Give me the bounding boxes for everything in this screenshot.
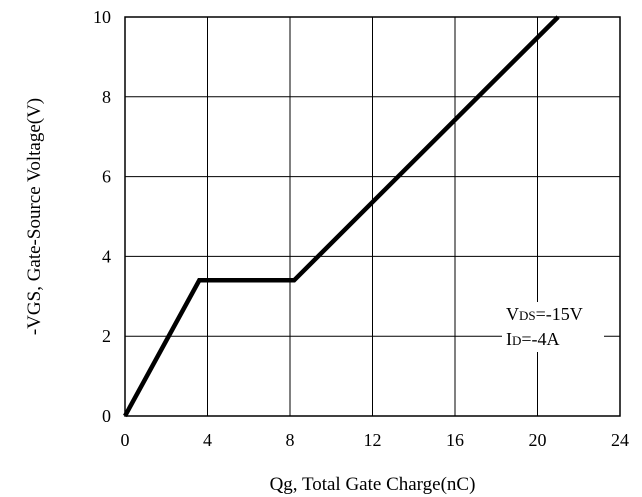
x-tick-label: 16: [446, 430, 464, 450]
y-tick-label: 2: [102, 326, 111, 346]
y-tick-label: 6: [102, 167, 111, 187]
x-axis-label: Qg, Total Gate Charge(nC): [270, 474, 476, 495]
series-line: [123, 15, 560, 418]
x-tick-label: 12: [364, 430, 382, 450]
y-tick-label: 10: [93, 7, 111, 27]
x-tick-label: 8: [286, 430, 295, 450]
y-tick-label: 0: [102, 406, 111, 426]
x-tick-labels: 0 4 8 12 16 20 24: [121, 430, 630, 450]
y-tick-label: 4: [102, 246, 111, 266]
x-tick-label: 24: [611, 430, 629, 450]
x-tick-label: 4: [203, 430, 212, 450]
y-tick-label: 8: [102, 87, 111, 107]
x-tick-label: 0: [121, 430, 130, 450]
plot-frame: [124, 16, 621, 417]
y-axis-label: -VGS, Gate-Source Voltage(V): [24, 98, 45, 335]
annotation-id: ID=-4A: [506, 329, 560, 349]
annotation-vds: VDS=-15V: [506, 304, 583, 324]
x-tick-label: 20: [529, 430, 547, 450]
y-tick-labels: 0 2 4 6 8 10: [93, 7, 111, 426]
annotation-background: [502, 302, 604, 352]
grid-lines: [125, 17, 620, 416]
